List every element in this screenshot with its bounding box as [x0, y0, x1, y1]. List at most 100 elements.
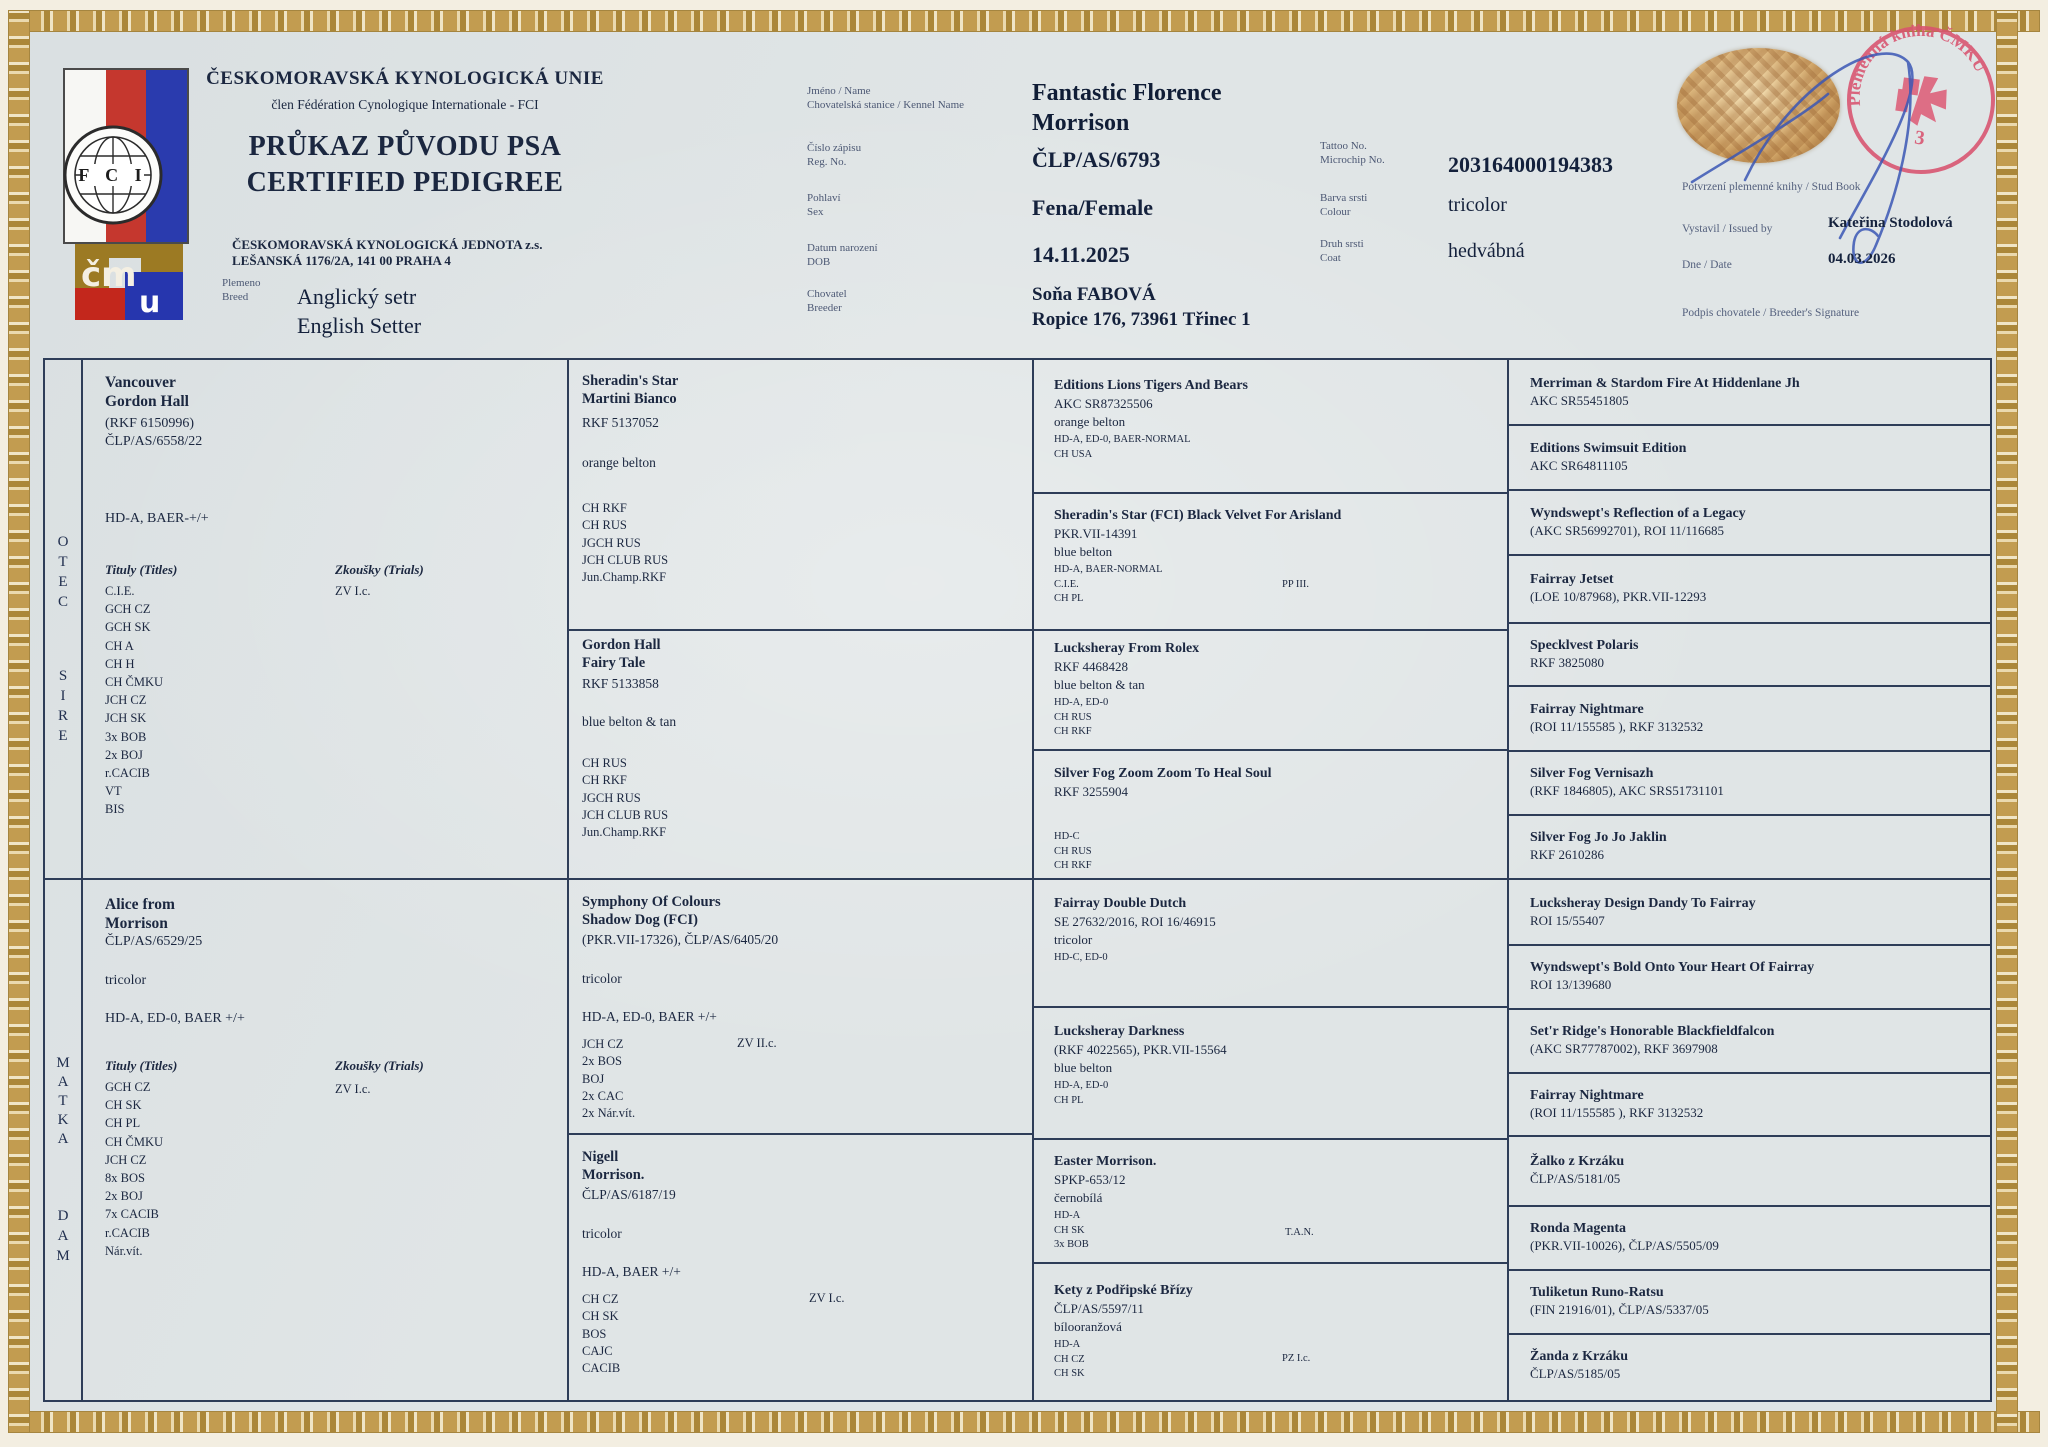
- issue-date-label: Dne / Date: [1682, 259, 1732, 271]
- ped-cell: Wyndswept's Reflection of a Legacy (AKC …: [1509, 489, 1988, 554]
- dog-name: Silver Fog Zoom Zoom To Heal Soul: [1054, 766, 1272, 781]
- dog-health-titles: HD-A, ED-0, BAER-NORMAL CH USA: [1054, 434, 1191, 460]
- dog-reg: (RKF 1846805), AKC SRS51731101: [1530, 783, 1724, 798]
- dog-reg: ČLP/AS/5597/11: [1054, 1301, 1144, 1316]
- dog-health-titles: HD-C, ED-0: [1054, 952, 1108, 963]
- colour-label: Barva srsti Colour: [1320, 192, 1368, 218]
- dog-name: Žalko z Krzáku: [1530, 1154, 1625, 1169]
- microchip-value: 203164000194383: [1448, 152, 1613, 177]
- org-name: ČESKOMORAVSKÁ KYNOLOGICKÁ UNIE: [206, 68, 604, 89]
- dog-reg: AKC SR55451805: [1530, 393, 1629, 408]
- dog-name: Silver Fog Vernisazh: [1530, 766, 1654, 781]
- dog-reg: ČLP/AS/5181/05: [1530, 1171, 1621, 1186]
- ped-cell: Symphony Of Colours Shadow Dog (FCI) (PK…: [569, 880, 1032, 1133]
- border-left: [8, 10, 30, 1433]
- dog-name: Kety z Podřipské Břízy: [1054, 1283, 1193, 1298]
- breed-label: Plemeno Breed: [222, 277, 261, 303]
- dog-name: Gordon Hall Fairy Tale: [582, 637, 661, 671]
- fci-text: F C I: [78, 165, 147, 185]
- dog-reg: (RKF 4022565), PKR.VII-15564: [1054, 1042, 1227, 1057]
- dog-trials: PZ I.c.: [1282, 1353, 1311, 1364]
- dog-name: Silver Fog Jo Jo Jaklin: [1530, 830, 1667, 845]
- ped-cell: Žanda z Krzáku ČLP/AS/5185/05: [1509, 1333, 1988, 1397]
- dog-color: blue belton & tan: [1054, 677, 1145, 692]
- ped-cell: Fairray Nightmare (ROI 11/155585 ), RKF …: [1509, 1072, 1988, 1135]
- dog-health: HD-A, ED-0, BAER +/+: [105, 1011, 245, 1026]
- ped-cell: Silver Fog Zoom Zoom To Heal Soul RKF 32…: [1054, 765, 1494, 874]
- dog-name: Symphony Of Colours Shadow Dog (FCI): [582, 894, 721, 928]
- dog-name: Editions Lions Tigers And Bears: [1054, 378, 1248, 393]
- ped-cell: Fairray Nightmare (ROI 11/155585 ), RKF …: [1509, 685, 1988, 750]
- ped-cell-dam: Alice from Morrison ČLP/AS/6529/25 trico…: [81, 880, 567, 1398]
- breeder-value: Soňa FABOVÁ Ropice 176, 73961 Třinec 1: [1032, 284, 1251, 330]
- dog-titles: C.I.E. GCH CZ GCH SK CH A CH H CH ČMKU J…: [105, 584, 163, 817]
- trials-header: Zkoušky (Trials): [335, 1058, 424, 1073]
- dog-health-titles: HD-C CH RUS CH RKF: [1054, 831, 1092, 871]
- org-address: ČESKOMORAVSKÁ KYNOLOGICKÁ JEDNOTA z.s. L…: [232, 237, 543, 268]
- dog-titles: JCH CZ 2x BOS BOJ 2x CAC 2x Nár.vít.: [582, 1037, 636, 1121]
- pedigree-table: O T E C S I R E M A T K A D A M Vancouve…: [43, 358, 1992, 1402]
- svg-text:čm: čm: [81, 255, 137, 295]
- dog-reg: RKF 4468428: [1054, 659, 1129, 674]
- dob-value: 14.11.2025: [1032, 242, 1130, 267]
- dog-reg: (RKF 6150996) ČLP/AS/6558/22: [105, 416, 203, 449]
- dog-name: Fairray Jetset: [1530, 572, 1614, 587]
- doc-title-cz: PRŮKAZ PŮVODU PSA: [248, 131, 562, 162]
- dog-reg: ROI 13/139680: [1530, 977, 1612, 992]
- dog-health: HD-A, ED-0, BAER +/+: [582, 1009, 717, 1024]
- name-label: Jméno / Name Chovatelská stanice / Kenne…: [807, 85, 965, 111]
- titles-header: Tituly (Titles): [105, 1058, 178, 1073]
- ped-cell: Lucksheray Design Dandy To Fairray ROI 1…: [1509, 880, 1988, 944]
- tattoo-label: Tattoo No. Microchip No.: [1320, 140, 1385, 166]
- dog-color: tricolor: [582, 971, 622, 986]
- dog-reg: (PKR.VII-17326), ČLP/AS/6405/20: [582, 932, 779, 947]
- dog-reg: ČLP/AS/5185/05: [1530, 1366, 1621, 1381]
- ped-cell: Ronda Magenta (PKR.VII-10026), ČLP/AS/55…: [1509, 1205, 1988, 1269]
- ped-cell: Fairray Double Dutch SE 27632/2016, ROI …: [1054, 895, 1494, 966]
- dog-trials: PP III.: [1282, 579, 1310, 590]
- dog-reg: ČLP/AS/6187/19: [582, 1187, 676, 1202]
- dog-reg: RKF 5133858: [582, 676, 659, 691]
- dog-titles: CH CZ CH SK BOS CAJC CACIB: [582, 1292, 621, 1376]
- dog-reg: PKR.VII-14391: [1054, 526, 1138, 541]
- ped-cell: Nigell Morrison. ČLP/AS/6187/19 tricolor…: [569, 1133, 1032, 1398]
- dog-name: Alice from Morrison: [105, 896, 175, 932]
- dog-name: Easter Morrison.: [1054, 1154, 1157, 1169]
- dog-reg: (AKC SR56992701), ROI 11/116685: [1530, 522, 1725, 538]
- dog-trials: ZV I.c.: [809, 1291, 845, 1305]
- dog-reg: SE 27632/2016, ROI 16/46915: [1054, 914, 1216, 929]
- issue-date-value: 04.03.2026: [1828, 251, 1896, 267]
- dog-reg: AKC SR64811105: [1530, 457, 1628, 473]
- sex-label: Pohlaví Sex: [807, 192, 841, 218]
- dog-trials: T.A.N.: [1285, 1227, 1314, 1238]
- ped-cell: Specklvest Polaris RKF 3825080: [1509, 622, 1988, 685]
- dog-name: Fairray Nightmare: [1530, 701, 1644, 717]
- colour-value: tricolor: [1448, 194, 1507, 216]
- border-top: [8, 10, 2040, 32]
- dog-reg: (ROI 11/155585 ), RKF 3132532: [1530, 718, 1704, 734]
- dog-name: Sheradin's Star (FCI) Black Velvet For A…: [1054, 508, 1342, 523]
- breed-value: Anglický setr English Setter: [297, 284, 422, 338]
- stamp-emblem-icon: [1895, 76, 1947, 126]
- dog-health-titles: HD-A, ED-0 CH RUS CH RKF: [1054, 697, 1109, 737]
- dog-name: Fantastic Florence Morrison: [1032, 80, 1222, 136]
- dam-label-cz: M A T K A: [56, 1055, 70, 1147]
- dog-name: Wyndswept's Reflection of a Legacy: [1530, 505, 1746, 521]
- issued-by-label: Vystavil / Issued by: [1682, 223, 1773, 235]
- regno-value: ČLP/AS/6793: [1032, 147, 1161, 172]
- regno-label: Číslo zápisu Reg. No.: [807, 142, 862, 168]
- studbook-stamp: Plemenná kniha ČMKU 3: [1843, 12, 1995, 174]
- org-member: člen Fédération Cynologique Internationa…: [271, 97, 539, 112]
- dog-reg: RKF 3825080: [1530, 654, 1605, 670]
- dog-name: Fairray Nightmare: [1530, 1087, 1644, 1103]
- coat-label: Druh srsti Coat: [1320, 238, 1364, 264]
- dog-health: HD-A, BAER-+/+: [105, 511, 209, 526]
- ped-cell: Sheradin's Star Martini Bianco RKF 51370…: [569, 360, 1032, 629]
- ped-cell: Merriman & Stardom Fire At Hiddenlane Jh…: [1509, 360, 1988, 424]
- dog-color: tricolor: [1054, 932, 1093, 947]
- dog-name: Lucksheray Darkness: [1054, 1024, 1185, 1039]
- dog-reg: ČLP/AS/6529/25: [105, 934, 203, 949]
- breeder-label: Chovatel Breeder: [807, 288, 847, 314]
- hologram-sticker: [1677, 48, 1840, 163]
- dog-reg: RKF 5137052: [582, 415, 659, 430]
